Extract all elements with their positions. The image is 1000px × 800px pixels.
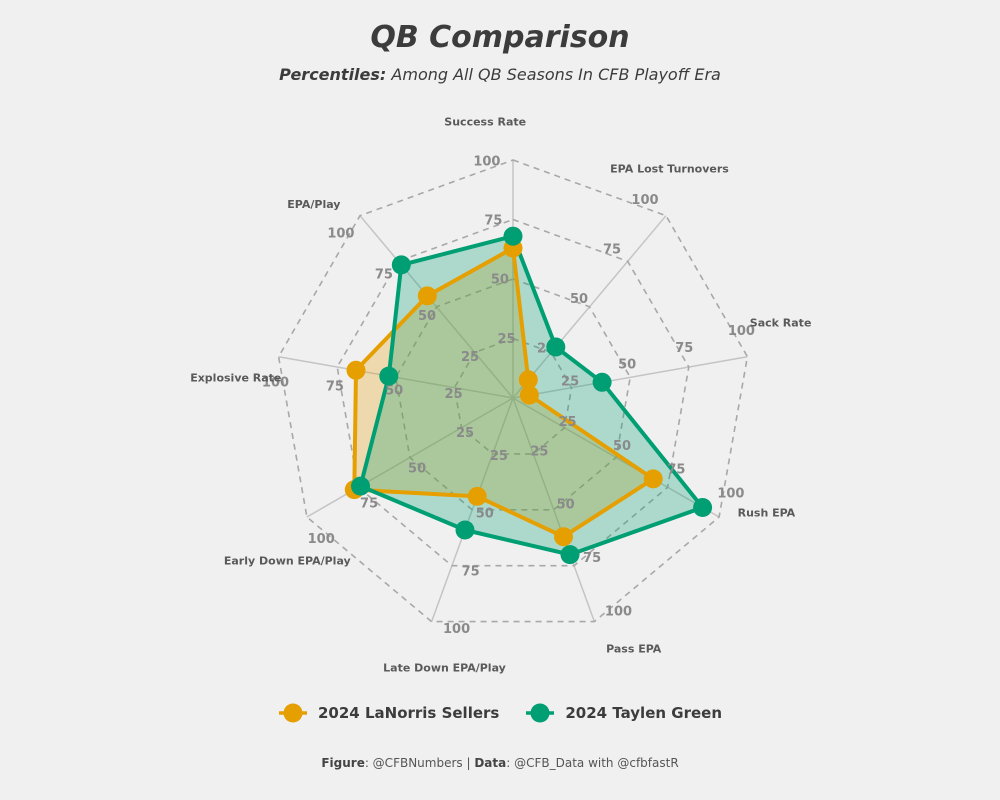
marker-s0-axis-1 bbox=[518, 370, 538, 390]
tick-label-25-axis-5: 25 bbox=[490, 449, 508, 464]
tick-label-50-axis-3: 50 bbox=[613, 439, 631, 454]
spoke-4 bbox=[512, 397, 596, 622]
tick-label-50-axis-8: 50 bbox=[418, 309, 436, 324]
marker-s1-axis-6 bbox=[351, 476, 370, 496]
legend-item-sellers: 2024 LaNorris Sellers bbox=[278, 703, 499, 723]
marker-s1-axis-3 bbox=[693, 498, 713, 517]
marker-s1-axis-5 bbox=[455, 520, 475, 540]
tick-label-75-axis-8: 75 bbox=[375, 268, 393, 283]
marker-s1-axis-8 bbox=[391, 255, 411, 275]
tick-label-75-axis-2: 75 bbox=[675, 341, 693, 356]
subtitle-prefix: Percentiles: bbox=[279, 65, 387, 84]
axis-label-4: Pass EPA bbox=[606, 642, 662, 655]
tick-label-50-axis-7: 50 bbox=[385, 383, 403, 398]
legend-marker-sellers bbox=[278, 703, 307, 723]
grid-ring-100 bbox=[277, 159, 749, 623]
legend-label-sellers: 2024 LaNorris Sellers bbox=[317, 704, 500, 722]
legend: 2024 LaNorris Sellers 2024 Taylen Green bbox=[0, 703, 1000, 723]
marker-s1-axis-1 bbox=[546, 337, 566, 357]
tick-label-25-axis-7: 25 bbox=[445, 387, 463, 402]
tick-label-25-axis-0: 25 bbox=[497, 332, 515, 347]
tick-label-75-axis-7: 75 bbox=[326, 380, 344, 395]
tick-label-25-axis-4: 25 bbox=[530, 444, 548, 459]
tick-label-100-axis-8: 100 bbox=[327, 227, 354, 242]
legend-item-green: 2024 Taylen Green bbox=[525, 703, 722, 723]
tick-label-50-axis-5: 50 bbox=[476, 507, 494, 522]
axis-label-3: Rush EPA bbox=[738, 506, 796, 519]
tick-label-75-axis-1: 75 bbox=[603, 243, 621, 258]
tick-label-100-axis-0: 100 bbox=[473, 154, 500, 169]
chart-title: QB Comparison bbox=[370, 20, 630, 55]
marker-s1-axis-4 bbox=[560, 545, 580, 565]
marker-s0-axis-8 bbox=[417, 286, 437, 306]
tick-label-100-axis-1: 100 bbox=[631, 193, 658, 208]
series-line-1 bbox=[358, 234, 705, 557]
tick-label-25-axis-8: 25 bbox=[461, 350, 479, 365]
tick-label-25-axis-3: 25 bbox=[558, 415, 576, 430]
caption-data-text: : @CFB_Data with @cfbfastR bbox=[506, 756, 679, 770]
caption-figure-label: Figure bbox=[321, 756, 365, 770]
tick-label-50-axis-2: 50 bbox=[618, 358, 636, 373]
tick-label-75-axis-4: 75 bbox=[583, 551, 601, 566]
marker-s1-axis-0 bbox=[503, 226, 523, 246]
tick-label-25-axis-2: 25 bbox=[561, 374, 579, 389]
tick-label-100-axis-2: 100 bbox=[728, 324, 755, 339]
grid-ring-50 bbox=[394, 278, 632, 511]
tick-label-100-axis-7: 100 bbox=[262, 376, 289, 391]
tick-label-50-axis-1: 50 bbox=[570, 292, 588, 307]
axis-label-0: Success Rate bbox=[444, 115, 526, 128]
legend-marker-green bbox=[526, 703, 555, 723]
tick-label-100-axis-4: 100 bbox=[605, 604, 632, 619]
tick-label-75-axis-5: 75 bbox=[462, 564, 480, 579]
axis-label-5: Late Down EPA/Play bbox=[383, 661, 506, 674]
tick-label-25-axis-6: 25 bbox=[456, 426, 474, 441]
caption-figure-text: : @CFBNumbers | bbox=[364, 756, 475, 770]
caption-data-label: Data bbox=[474, 756, 507, 770]
tick-label-75-axis-3: 75 bbox=[667, 463, 685, 478]
chart-subtitle: Percentiles: Among All QB Seasons In CFB… bbox=[0, 65, 1000, 84]
axis-label-7: Explosive Rate bbox=[190, 371, 281, 384]
legend-label-green: 2024 Taylen Green bbox=[565, 704, 723, 722]
tick-label-100-axis-6: 100 bbox=[308, 532, 335, 547]
marker-s1-axis-7 bbox=[379, 366, 399, 386]
marker-s0-axis-5 bbox=[467, 486, 487, 506]
tick-label-75-axis-0: 75 bbox=[484, 214, 502, 229]
axis-label-2: Sack Rate bbox=[750, 317, 812, 330]
tick-label-50-axis-0: 50 bbox=[491, 273, 509, 288]
spoke-2 bbox=[512, 355, 748, 399]
tick-label-50-axis-4: 50 bbox=[557, 498, 575, 513]
tick-label-100-axis-3: 100 bbox=[717, 487, 744, 502]
marker-s0-axis-7 bbox=[346, 360, 366, 380]
series-fill-0 bbox=[354, 248, 654, 537]
subtitle-text: Among All QB Seasons In CFB Playoff Era bbox=[391, 65, 721, 84]
tick-label-75-axis-6: 75 bbox=[360, 497, 378, 512]
marker-s1-axis-2 bbox=[592, 372, 612, 392]
axis-label-8: EPA/Play bbox=[287, 198, 340, 211]
tick-label-100-axis-5: 100 bbox=[443, 622, 470, 637]
grid-ring-75 bbox=[336, 218, 690, 567]
marker-s0-axis-2 bbox=[519, 385, 539, 405]
tick-label-50-axis-6: 50 bbox=[408, 462, 426, 477]
marker-s0-axis-4 bbox=[554, 527, 573, 547]
caption: Figure: @CFBNumbers | Data: @CFB_Data wi… bbox=[0, 756, 1000, 770]
axis-label-1: EPA Lost Turnovers bbox=[610, 162, 729, 175]
axis-label-6: Early Down EPA/Play bbox=[224, 554, 351, 567]
marker-s0-axis-3 bbox=[643, 469, 663, 489]
